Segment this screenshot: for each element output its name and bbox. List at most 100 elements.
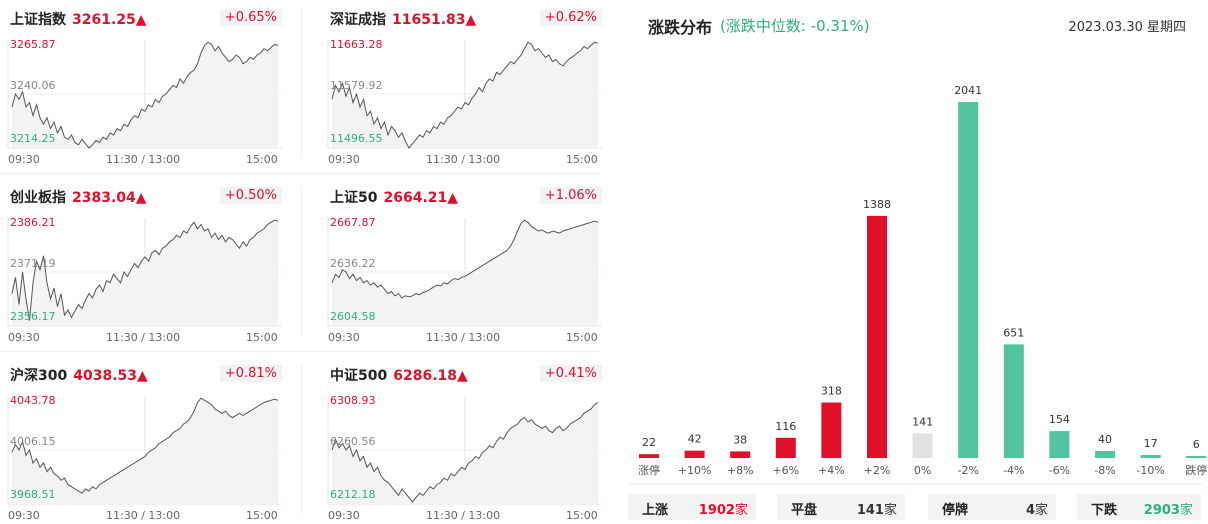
bar[interactable] xyxy=(1140,455,1161,458)
bar-value-label: 116 xyxy=(775,420,796,433)
category-label: -8% xyxy=(1094,464,1115,477)
high-label: 6308.93 xyxy=(330,394,376,407)
bar[interactable] xyxy=(821,402,842,459)
index-price: 2383.04▲ xyxy=(72,190,147,206)
change-badge: +1.06% xyxy=(539,187,602,204)
time-close: 15:00 xyxy=(246,509,278,522)
index-panel-csi300[interactable]: 沪深300 4038.53▲ +0.81% 4043.78 4006.15 3968.51… xyxy=(0,356,290,524)
index-title: 深证成指 xyxy=(330,12,386,28)
category-label: -6% xyxy=(1049,464,1070,477)
time-open: 09:30 xyxy=(328,331,360,344)
change-badge: +0.65% xyxy=(219,9,282,26)
change-badge: +0.62% xyxy=(539,9,602,26)
distribution-panel: 涨跌分布 (涨跌中位数: -0.31%) 2023.03.30 星期四 22 涨停… xyxy=(612,0,1208,520)
category-label: +10% xyxy=(678,464,712,477)
time-mid: 11:30 / 13:00 xyxy=(426,509,501,522)
high-label: 2667.87 xyxy=(330,216,376,229)
bar[interactable] xyxy=(639,454,659,458)
sparkline-area xyxy=(332,42,598,149)
intraday-sparkline xyxy=(327,396,602,505)
bar[interactable] xyxy=(1186,456,1207,458)
summary-label: 上涨 xyxy=(642,503,669,518)
row-divider xyxy=(0,173,600,174)
summary-value: 1902家 xyxy=(698,503,748,518)
bar-value-label: 38 xyxy=(733,433,747,446)
mid-label: 6260.56 xyxy=(330,435,376,448)
index-title: 上证指数 xyxy=(10,12,66,28)
time-open: 09:30 xyxy=(328,509,360,522)
intraday-sparkline xyxy=(7,40,282,149)
bar[interactable] xyxy=(958,102,979,458)
bar-value-label: 2041 xyxy=(954,84,982,97)
sparkline-area xyxy=(12,398,278,504)
time-open: 09:30 xyxy=(8,331,40,344)
intraday-sparkline xyxy=(7,218,282,327)
category-label: +2% xyxy=(864,464,891,477)
index-panel-chinext[interactable]: 创业板指 2383.04▲ +0.50% 2386.21 2371.19 2356.17 0… xyxy=(0,178,290,346)
mid-label: 3240.06 xyxy=(10,79,56,92)
sparkline-path xyxy=(331,41,599,149)
index-panel-sse50[interactable]: 上证50 2664.21▲ +1.06% 2667.87 2636.22 2604.58 0… xyxy=(320,178,610,346)
index-name: 沪深300 4038.53▲ xyxy=(10,365,148,385)
category-label: +8% xyxy=(727,464,754,477)
index-price: 2664.21▲ xyxy=(383,190,459,206)
mid-label: 11579.92 xyxy=(330,79,383,92)
bar[interactable] xyxy=(867,215,887,458)
mid-label: 2371.19 xyxy=(10,257,56,270)
sparkline-path xyxy=(331,219,599,299)
bar[interactable] xyxy=(684,450,705,458)
time-close: 15:00 xyxy=(566,153,598,166)
index-price: 4038.53▲ xyxy=(73,368,148,384)
bar[interactable] xyxy=(912,433,933,458)
time-close: 15:00 xyxy=(566,331,598,344)
time-mid: 11:30 / 13:00 xyxy=(106,331,181,344)
category-label: 涨停 xyxy=(638,463,660,477)
intraday-sparkline xyxy=(7,396,282,505)
index-title: 沪深300 xyxy=(10,368,68,384)
index-panel-sse[interactable]: 上证指数 3261.25▲ +0.65% 3265.87 3240.06 3214.25 0… xyxy=(0,0,290,168)
mid-label: 2636.22 xyxy=(330,257,376,270)
trade-date: 2023.03.30 星期四 xyxy=(1068,20,1186,35)
index-price: 11651.83▲ xyxy=(392,12,477,28)
bar-value-label: 141 xyxy=(912,415,933,428)
summary-label: 平盘 xyxy=(791,503,818,518)
bar-value-label: 154 xyxy=(1049,413,1070,426)
bar[interactable] xyxy=(1049,431,1070,458)
summary-flat: 平盘 141家 xyxy=(777,494,905,520)
bar-value-label: 22 xyxy=(642,436,656,449)
row-divider xyxy=(0,351,600,352)
index-title: 中证500 xyxy=(330,368,388,384)
change-badge: +0.41% xyxy=(539,365,602,382)
distribution-chart: 22 涨停 42 +10% 38 +8% 116 +6% 318 +4% 1388 +2% 141 0% 2… xyxy=(628,84,1207,485)
time-close: 15:00 xyxy=(566,509,598,522)
summary-label: 下跌 xyxy=(1091,503,1118,518)
bar-value-label: 6 xyxy=(1193,438,1200,451)
category-label: +6% xyxy=(772,464,799,477)
bar[interactable] xyxy=(1003,344,1024,458)
high-label: 11663.28 xyxy=(330,38,383,51)
bar[interactable] xyxy=(1095,451,1115,458)
index-name: 上证指数 3261.25▲ xyxy=(10,9,147,29)
high-label: 2386.21 xyxy=(10,216,56,229)
index-price: 3261.25▲ xyxy=(72,12,147,28)
index-panel-szse[interactable]: 深证成指 11651.83▲ +0.62% 11663.28 11579.92 11496… xyxy=(320,0,610,168)
column-divider xyxy=(301,186,302,336)
median-change: (涨跌中位数: -0.31%) xyxy=(720,17,870,35)
low-label: 3968.51 xyxy=(10,488,56,501)
time-close: 15:00 xyxy=(246,331,278,344)
time-open: 09:30 xyxy=(8,509,40,522)
bar-value-label: 651 xyxy=(1003,326,1024,339)
index-price: 6286.18▲ xyxy=(393,368,468,384)
summary-value: 141家 xyxy=(856,503,897,518)
summary-label: 停牌 xyxy=(942,503,969,518)
bar[interactable] xyxy=(775,437,796,458)
index-panel-csi500[interactable]: 中证500 6286.18▲ +0.41% 6308.93 6260.56 6212.18… xyxy=(320,356,610,524)
time-close: 15:00 xyxy=(246,153,278,166)
category-label: +4% xyxy=(818,464,845,477)
high-label: 3265.87 xyxy=(10,38,56,51)
sparkline-area xyxy=(12,42,278,149)
sparkline-area xyxy=(12,220,278,326)
summary-value: 4家 xyxy=(1025,503,1048,518)
summary-value: 2903家 xyxy=(1143,503,1193,518)
bar[interactable] xyxy=(730,451,751,458)
